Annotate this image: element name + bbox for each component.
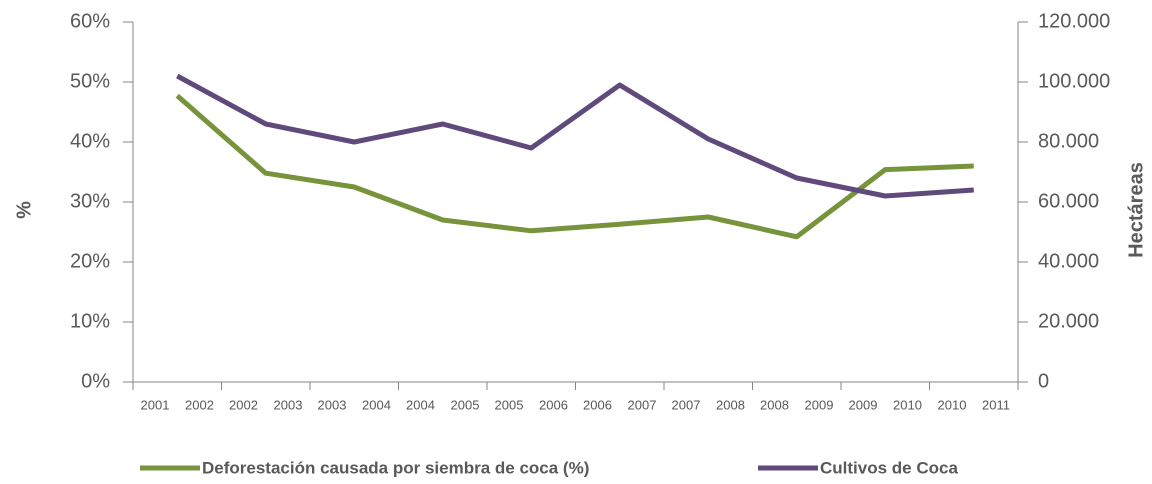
y-tick-label: 50% [70,70,110,92]
x-tick-label: 2008 2009 [760,397,833,412]
line-series [175,93,974,240]
y2-tick-label: 100.000 [1038,70,1110,92]
y2-tick-label: 80.000 [1038,130,1099,152]
y-tick-label: 0% [81,370,110,392]
y2-axis-title: Hectáreas [1125,162,1147,258]
x-tick-label: 2007 2008 [672,397,745,412]
x-tick-label: 2006 2007 [583,397,656,412]
legend-label: Cultivos de Coca [820,458,958,477]
y2-tick-label: 20.000 [1038,310,1099,332]
y-tick-label: 60% [70,10,110,32]
y2-tick-label: 120.000 [1038,10,1110,32]
y2-tick-label: 60.000 [1038,190,1099,212]
x-tick-label: 2009 2010 [849,397,922,412]
y-axis-title: % [13,201,35,219]
y-tick-label: 10% [70,310,110,332]
line-series [176,73,974,199]
y-tick-label: 40% [70,130,110,152]
x-tick-label: 2004 2005 [406,397,479,412]
x-tick-label: 2010 2011 [938,397,1011,412]
x-tick-label: 2003 2004 [318,397,391,412]
y2-tick-label: 0 [1038,370,1049,392]
x-tick-label: 2001 2002 [141,397,214,412]
y-tick-label: 20% [70,250,110,272]
y-tick-label: 30% [70,190,110,212]
x-tick-label: 2005 2006 [495,397,568,412]
legend-label: Deforestación causada por siembra de coc… [202,458,589,477]
x-tick-label: 2002 2003 [229,397,302,412]
y2-tick-label: 40.000 [1038,250,1099,272]
